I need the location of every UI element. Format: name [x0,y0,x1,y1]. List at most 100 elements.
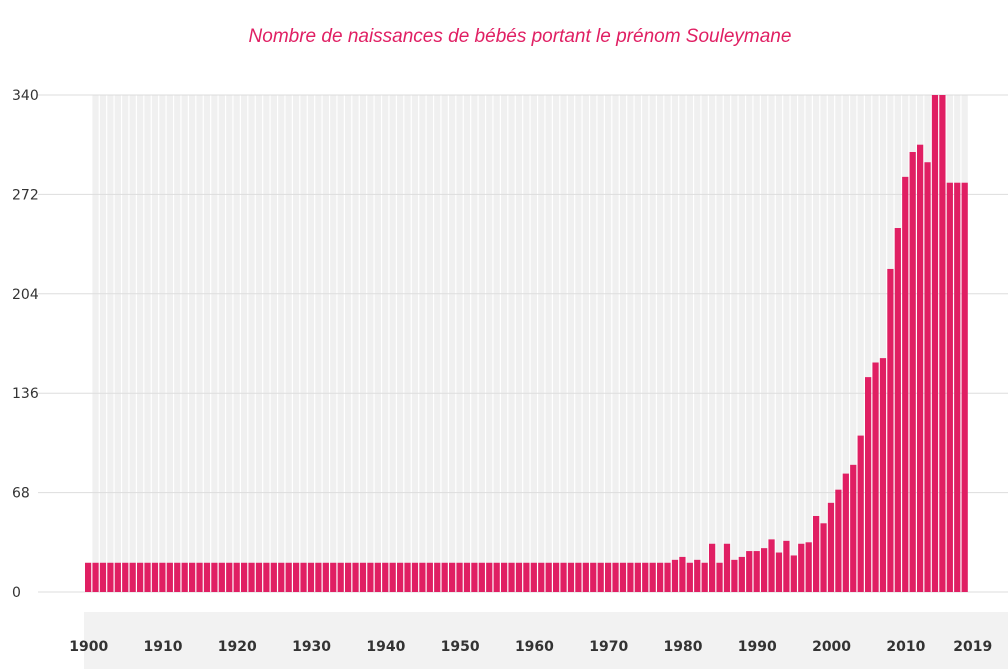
column-stripe [211,95,218,592]
bar [159,562,166,592]
column-stripe [174,95,181,592]
bar [842,473,849,592]
column-stripe [813,95,820,592]
column-stripe [530,95,537,592]
x-tick-label: 1990 [738,639,777,655]
bar [746,551,753,592]
column-stripe [501,95,508,592]
bar [181,562,188,592]
column-stripe [857,95,864,592]
bar [85,562,92,592]
column-stripe [783,95,790,592]
column-stripe [114,95,121,592]
column-stripe [746,95,753,592]
x-tick-label: 1960 [515,639,554,655]
column-stripe [545,95,552,592]
bar [567,562,575,592]
bar [137,562,144,592]
bar [627,562,634,592]
bar [634,562,641,592]
bar [449,562,456,592]
column-stripe [99,95,107,592]
bar [248,562,255,592]
bar [478,562,485,592]
column-stripe [827,95,835,592]
column-stripe [107,95,114,592]
bar [189,562,196,592]
bar [382,562,389,592]
bar [775,552,783,592]
y-tick-label: 204 [12,287,39,303]
bar [330,562,337,592]
column-stripe [233,95,240,592]
bar [924,162,931,593]
column-stripe [775,95,783,592]
bar [352,562,359,592]
column-stripe [471,95,478,592]
bar [612,562,619,592]
bar [850,464,857,592]
x-tick-label: 1970 [589,639,628,655]
bar [545,562,552,592]
column-stripe [486,95,493,592]
bar [122,562,129,592]
bar [894,228,901,592]
bar [946,182,953,592]
column-stripe [300,95,307,592]
column-stripe [270,95,277,592]
bar [263,562,270,592]
column-stripe [716,95,723,592]
bar [931,95,939,592]
column-stripe [367,95,374,592]
column-stripe [493,95,500,592]
column-stripe [463,95,471,592]
column-stripe [426,95,433,592]
bar [471,562,478,592]
bar [723,543,731,592]
column-stripe [686,95,693,592]
column-stripe [605,95,612,592]
bar [285,562,292,592]
column-stripe [634,95,641,592]
bar [493,562,500,592]
bar [241,562,248,592]
bar [805,542,812,592]
column-stripe [166,95,173,592]
x-tick-label: 1910 [144,639,183,655]
bar [798,543,805,592]
column-stripe [248,95,255,592]
bar [226,562,233,592]
bar [359,562,367,592]
bar [99,562,107,592]
column-stripe [196,95,203,592]
column-stripe [189,95,196,592]
column-stripe [627,95,634,592]
x-axis-tick-labels: 1900 1910 1920 1930 1940 1950 1960 1970 1980 1990… [69,639,992,655]
bar [790,555,797,592]
bar [411,562,419,592]
x-tick-label: 2010 [886,639,925,655]
column-stripe [768,95,775,592]
y-tick-label: 0 [12,585,21,601]
bar [233,562,240,592]
column-stripe [508,95,515,592]
column-stripe [359,95,367,592]
column-stripe [560,95,567,592]
bar [151,562,159,592]
bar [530,562,537,592]
bar [129,562,136,592]
column-stripe [671,95,679,592]
bar [835,489,842,592]
bar [597,562,604,592]
bar [374,562,381,592]
column-stripe [553,95,560,592]
column-stripe [515,95,523,592]
bar [879,358,887,592]
column-stripe [850,95,857,592]
column-stripe [709,95,716,592]
bar [389,562,396,592]
bar [642,562,649,592]
bar [92,562,99,592]
column-stripe [92,95,99,592]
